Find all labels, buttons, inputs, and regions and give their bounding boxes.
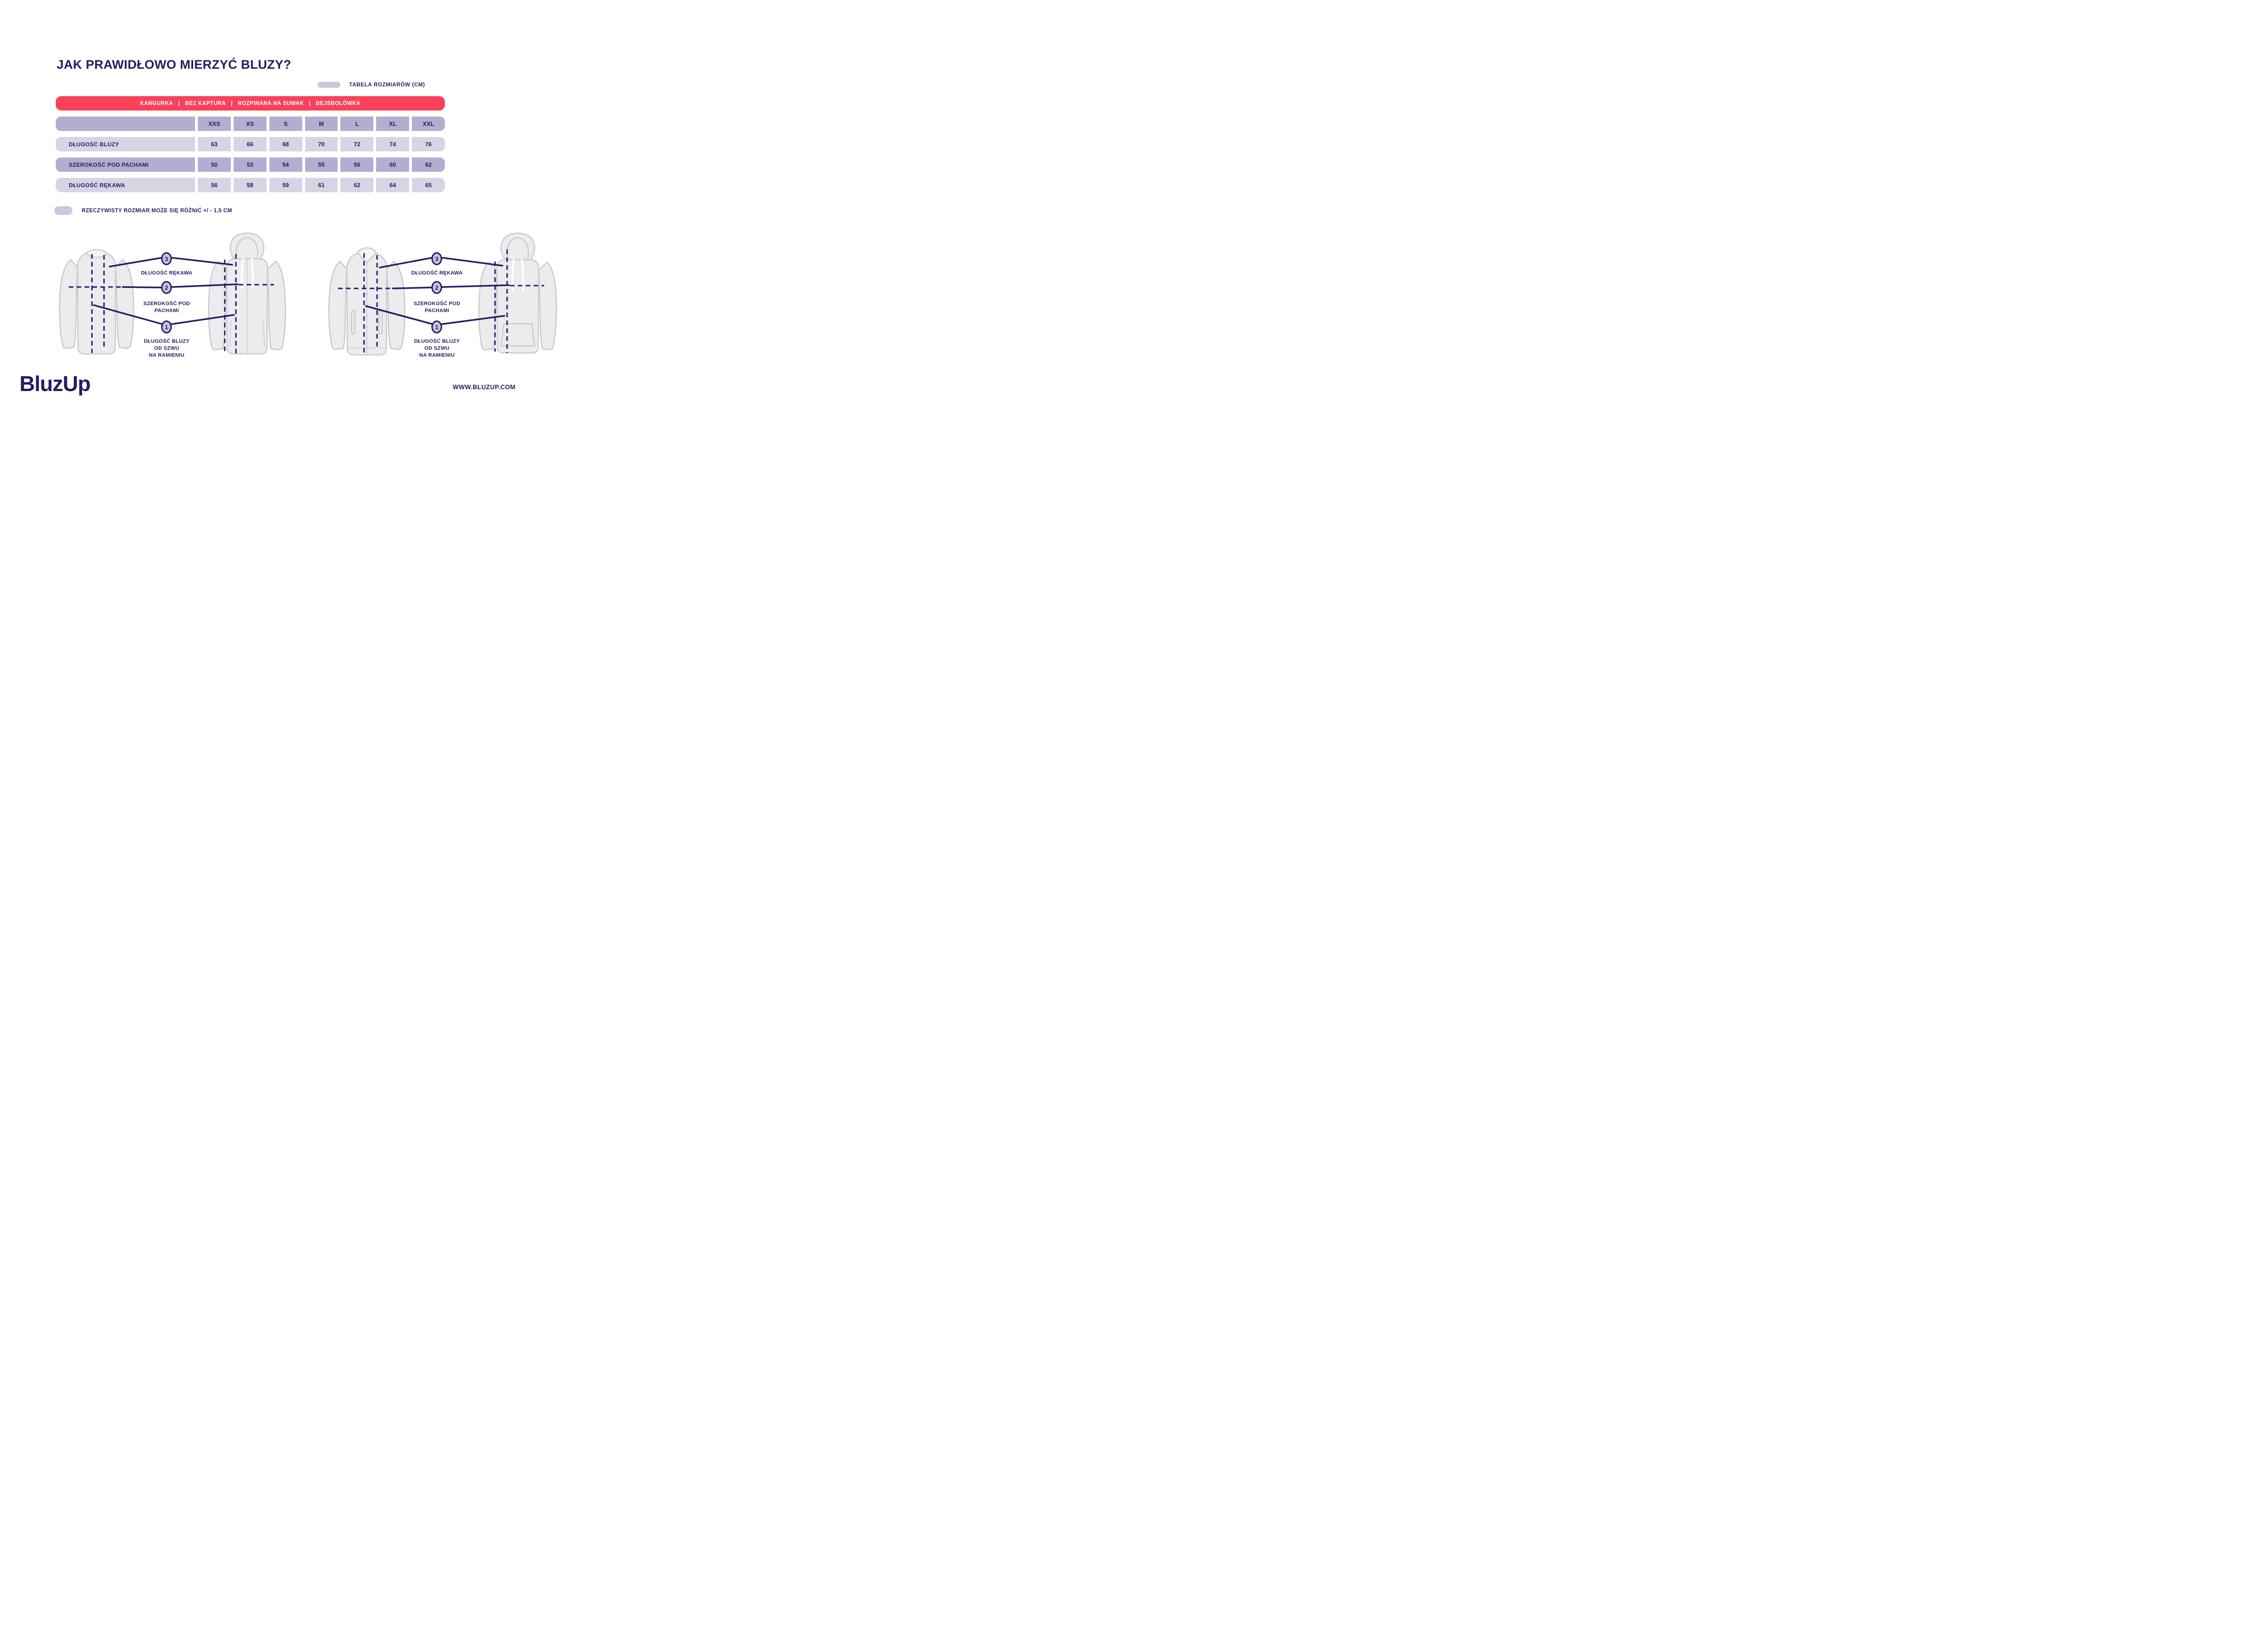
measure-marker-3: 3 xyxy=(431,252,442,265)
sleeve-length-label: DŁUGOŚĆ RĘKAWA xyxy=(411,270,463,276)
measure-marker-3: 3 xyxy=(161,252,172,265)
row-label: SZEROKOŚĆ POD PACHAMI xyxy=(56,157,195,172)
measure-marker-1: 1 xyxy=(431,320,442,333)
baseball-jacket-illustration xyxy=(328,247,405,356)
tolerance-note: RZECZYWISTY ROZMIAR MOŻE SIĘ RÓŻNIĆ +/ -… xyxy=(54,206,232,215)
banner-item: BEZ KAPTURA xyxy=(185,100,226,106)
size-value-cell: 62 xyxy=(340,178,374,192)
note-text: RZECZYWISTY ROZMIAR MOŻE SIĘ RÓŻNIĆ +/ -… xyxy=(82,208,232,214)
table-row: SZEROKOŚĆ POD PACHAMI 50 53 54 55 56 60 … xyxy=(56,157,445,172)
measure-diagram-left: 3 DŁUGOŚĆ RĘKAWA 2 SZEROKOŚĆ POD PACHAMI… xyxy=(55,231,287,363)
row-label: DŁUGOŚĆ BLUZY xyxy=(56,137,195,151)
measure-diagram-left-svg xyxy=(59,232,286,355)
crewneck-sweatshirt-illustration xyxy=(59,249,134,355)
size-col-header: XL xyxy=(376,117,410,131)
size-guide-page: JAK PRAWIDŁOWO MIERZYĆ BLUZY? TABELA ROZ… xyxy=(0,0,567,413)
size-value-cell: 76 xyxy=(412,137,445,151)
banner-item: ROZPINANA NA SUWAK xyxy=(238,100,304,106)
banner-separator: | xyxy=(309,100,311,106)
zip-hoodie-illustration xyxy=(208,232,286,355)
chest-width-label: SZEROKOŚĆ POD PACHAMI xyxy=(413,301,461,313)
size-value-cell: 63 xyxy=(198,137,231,151)
size-table-corner-cell xyxy=(56,117,195,131)
size-value-cell: 72 xyxy=(340,137,374,151)
measure-diagram-right-svg xyxy=(328,232,557,356)
caption-text: TABELA ROZMIARÓW (CM) xyxy=(349,82,425,88)
size-col-header: M xyxy=(305,117,338,131)
table-row: DŁUGOŚĆ RĘKAWA 56 58 59 61 62 64 65 xyxy=(56,178,445,192)
size-value-cell: 65 xyxy=(412,178,445,192)
chest-width-label: SZEROKOŚĆ POD PACHAMI xyxy=(143,301,190,313)
note-pill-decoration xyxy=(54,206,72,215)
size-col-header: L xyxy=(340,117,374,131)
measure-diagram-right: 3 DŁUGOŚĆ RĘKAWA 2 SZEROKOŚĆ POD PACHAMI… xyxy=(325,231,557,363)
measurement-dashed-lines xyxy=(338,249,544,355)
size-value-cell: 70 xyxy=(305,137,338,151)
measure-marker-2: 2 xyxy=(161,281,172,294)
size-value-cell: 59 xyxy=(269,178,302,192)
size-value-cell: 53 xyxy=(233,157,267,172)
size-table: XXS XS S M L XL XXL DŁUGOŚĆ BLUZY 63 66 … xyxy=(56,117,445,198)
page-title: JAK PRAWIDŁOWO MIERZYĆ BLUZY? xyxy=(57,58,292,72)
row-label: DŁUGOŚĆ RĘKAWA xyxy=(56,178,195,192)
banner-separator: | xyxy=(178,100,180,106)
size-value-cell: 74 xyxy=(376,137,410,151)
size-table-caption: TABELA ROZMIARÓW (CM) xyxy=(318,82,425,88)
table-row: DŁUGOŚĆ BLUZY 63 66 68 70 72 74 76 xyxy=(56,137,445,151)
size-value-cell: 62 xyxy=(412,157,445,172)
measurement-dashed-lines xyxy=(69,254,274,354)
measure-marker-2: 2 xyxy=(431,281,442,294)
body-length-label: DŁUGOŚĆ BLUZY OD SZWU NA RAMIENIU xyxy=(143,339,190,358)
measurement-connector-lines xyxy=(93,257,239,325)
pullover-hoodie-illustration xyxy=(478,232,557,354)
size-value-cell: 61 xyxy=(305,178,338,192)
size-value-cell: 55 xyxy=(305,157,338,172)
body-length-label: DŁUGOŚĆ BLUZY OD SZWU NA RAMIENIU xyxy=(414,339,460,358)
size-col-header: XXS xyxy=(198,117,231,131)
size-value-cell: 68 xyxy=(269,137,302,151)
size-value-cell: 50 xyxy=(198,157,231,172)
size-value-cell: 56 xyxy=(198,178,231,192)
size-col-header: XXL xyxy=(412,117,445,131)
size-col-header: S xyxy=(269,117,302,131)
measure-marker-1: 1 xyxy=(161,320,172,333)
size-table-header-row: XXS XS S M L XL XXL xyxy=(56,117,445,131)
website-url: WWW.BLUZUP.COM xyxy=(453,384,516,391)
category-banner: KANGURKA | BEZ KAPTURA | ROZPINANA NA SU… xyxy=(56,96,445,111)
size-value-cell: 60 xyxy=(376,157,410,172)
size-value-cell: 54 xyxy=(269,157,302,172)
banner-item: KANGURKA xyxy=(140,100,173,106)
caption-pill-decoration xyxy=(318,82,340,88)
measurement-connector-lines xyxy=(365,257,510,325)
size-col-header: XS xyxy=(233,117,267,131)
banner-separator: | xyxy=(231,100,233,106)
banner-item: BEJSBOLÓWKA xyxy=(316,100,361,106)
size-value-cell: 64 xyxy=(376,178,410,192)
brand-logo: BluzUp xyxy=(20,372,91,396)
size-value-cell: 66 xyxy=(233,137,267,151)
size-value-cell: 56 xyxy=(340,157,374,172)
size-value-cell: 58 xyxy=(233,178,267,192)
sleeve-length-label: DŁUGOŚĆ RĘKAWA xyxy=(141,270,193,276)
